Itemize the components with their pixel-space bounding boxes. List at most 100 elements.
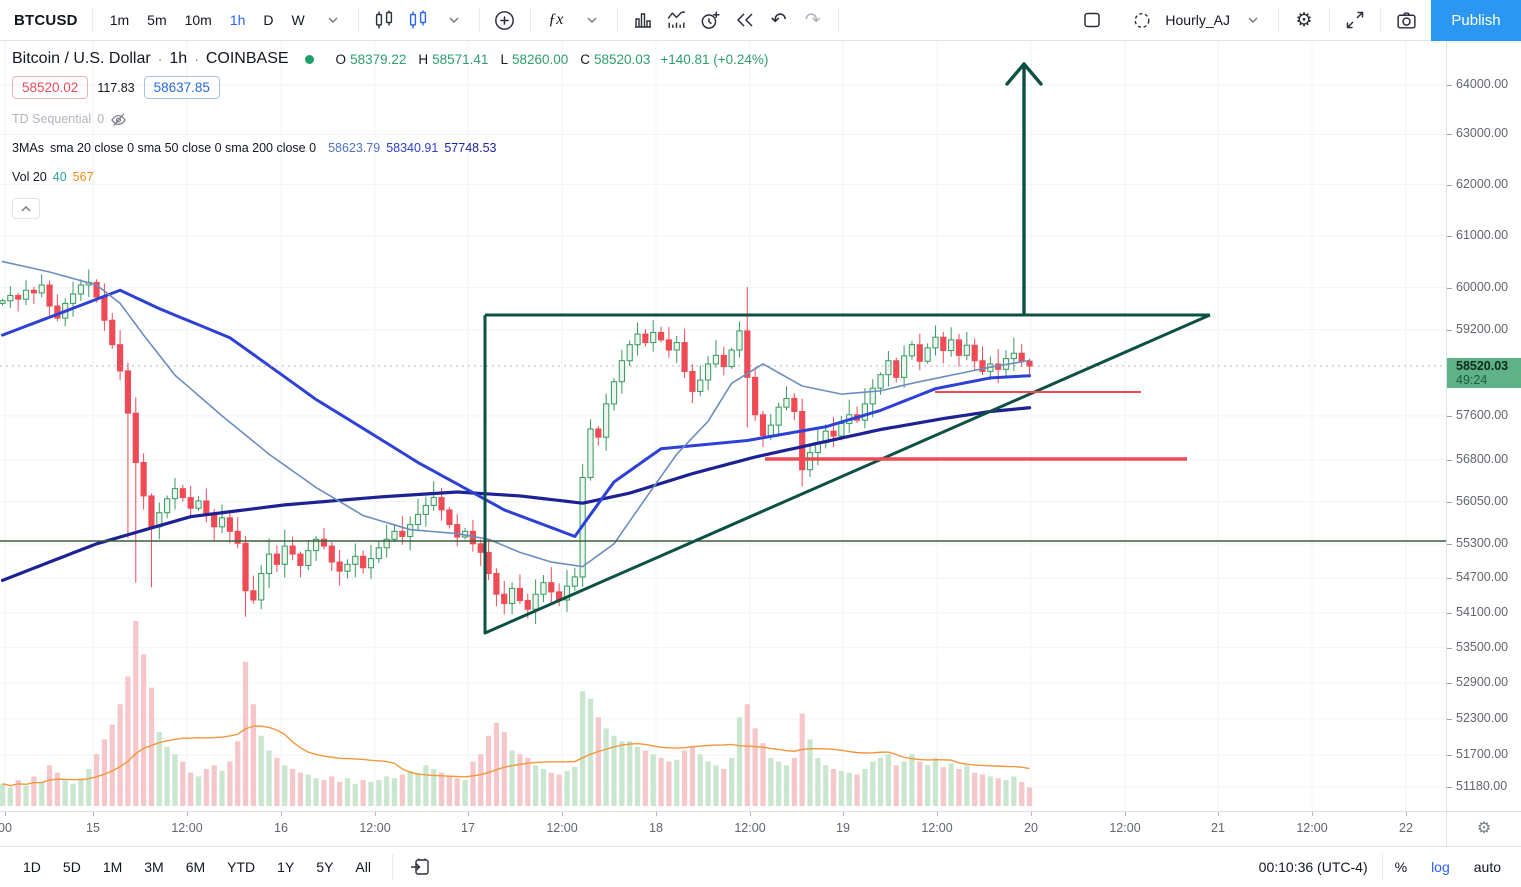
- price-axis-label: 64000.00: [1446, 76, 1509, 91]
- change-value: +140.81 (+0.24%): [660, 51, 769, 67]
- time-axis-tick: [281, 812, 282, 816]
- time-axis-label: 21: [1211, 821, 1225, 835]
- axis-gear-icon[interactable]: ⚙: [1476, 820, 1492, 837]
- template-dropdown-chevron-icon[interactable]: [1236, 3, 1270, 37]
- time-axis-tick: [1125, 812, 1126, 816]
- alert-clock-icon[interactable]: [694, 3, 728, 37]
- redo-icon[interactable]: ↷: [804, 9, 821, 31]
- undo-icon[interactable]: ↶: [770, 9, 787, 31]
- volume-series: [0, 621, 1033, 806]
- range-3m[interactable]: 3M: [144, 859, 164, 875]
- session-clock[interactable]: 00:10:36 (UTC-4): [1258, 859, 1368, 875]
- toolbar-separator: [91, 7, 93, 33]
- ask-price-button[interactable]: 58637.85: [143, 76, 220, 99]
- last-price-label: 58520.03 49:24: [1447, 358, 1521, 389]
- range-1m[interactable]: 1M: [102, 859, 123, 875]
- indicator-volume: Vol 20 40 567: [12, 170, 94, 184]
- indicator-3mas: 3MAs sma 20 close 0 sma 50 close 0 sma 2…: [12, 141, 497, 155]
- range-6m[interactable]: 6M: [185, 859, 206, 875]
- time-axis[interactable]: 00 15 12:00 16 12:00 17 12:00 18 12:00 19 12:00 20 1…: [0, 811, 1446, 846]
- price-axis-label: 60000.00: [1446, 279, 1509, 294]
- symbol-button[interactable]: BTCUSD: [14, 11, 78, 29]
- toolbar-separator: [478, 7, 480, 33]
- legend-interval: 1h: [169, 50, 188, 67]
- time-axis-label: 12:00: [546, 821, 578, 835]
- hidden-eye-icon[interactable]: [110, 112, 127, 127]
- ohlc-values: O 58379.22 H 58571.41 L 58260.00 C 58520.03 …: [335, 51, 769, 67]
- time-axis-label: 17: [461, 821, 475, 835]
- triangle-drawing[interactable]: [483, 313, 1211, 635]
- compare-bars-icon[interactable]: [626, 3, 660, 37]
- time-axis-tick: [1031, 812, 1032, 816]
- time-axis-tick: [1218, 812, 1219, 816]
- volume-value: 40: [52, 170, 67, 184]
- range-1y[interactable]: 1Y: [277, 859, 295, 875]
- toolbar-separator: [1381, 854, 1383, 880]
- time-axis-label: 12:00: [359, 821, 391, 835]
- interval-1d[interactable]: D: [263, 12, 274, 28]
- price-axis-label: 52300.00: [1446, 710, 1509, 725]
- fullscreen-icon[interactable]: [1338, 3, 1372, 37]
- price-chart-svg[interactable]: [0, 41, 1446, 811]
- percent-scale-toggle[interactable]: %: [1394, 859, 1408, 875]
- interval-10m[interactable]: 10m: [184, 12, 212, 28]
- cloud-template-icon[interactable]: [1125, 3, 1159, 37]
- bid-price-button[interactable]: 58520.02: [12, 76, 89, 99]
- time-axis-tick: [937, 812, 938, 816]
- interval-1h[interactable]: 1h: [229, 12, 246, 28]
- add-symbol-icon[interactable]: [488, 3, 522, 37]
- log-scale-toggle[interactable]: log: [1431, 859, 1450, 875]
- range-ytd[interactable]: YTD: [227, 859, 256, 875]
- time-axis-tick: [187, 812, 188, 816]
- interval-1w[interactable]: W: [291, 12, 305, 28]
- indicator-template-icon[interactable]: [660, 3, 694, 37]
- sma20-value: 58623.79: [328, 141, 381, 155]
- volume-ma-line: [2, 725, 1030, 787]
- toolbar-separator: [1380, 7, 1381, 33]
- sma200-line: [0, 406, 1032, 582]
- template-group: Hourly_AJ: [1117, 0, 1278, 40]
- symbol-title: Bitcoin / U.S. Dollar: [12, 50, 151, 67]
- interval-5m[interactable]: 5m: [147, 12, 167, 28]
- interval-1m[interactable]: 1m: [109, 12, 130, 28]
- time-axis-tick: [1312, 812, 1313, 816]
- style-dropdown-chevron-icon[interactable]: [437, 3, 471, 37]
- price-axis[interactable]: 64000.00 63000.00 62000.00 61000.00 60000.00…: [1446, 41, 1521, 811]
- settings-gear-icon[interactable]: ⚙: [1295, 9, 1313, 31]
- collapse-legend-button[interactable]: [12, 198, 40, 219]
- price-axis-label: 56800.00: [1446, 451, 1509, 466]
- bar-replay-icon[interactable]: [728, 3, 762, 37]
- range-all[interactable]: All: [355, 859, 371, 875]
- candle-style-active-icon[interactable]: [401, 3, 435, 37]
- time-axis-label: 19: [836, 821, 850, 835]
- price-axis-label: 62000.00: [1446, 176, 1509, 191]
- range-5y[interactable]: 5Y: [316, 859, 334, 875]
- price-axis-label: 52900.00: [1446, 675, 1509, 690]
- market-status-dot-icon[interactable]: [304, 54, 314, 64]
- go-to-date-icon[interactable]: [403, 850, 437, 884]
- publish-button[interactable]: Publish: [1431, 0, 1521, 41]
- layout-grid-icon[interactable]: [1075, 3, 1109, 37]
- axis-settings-corner[interactable]: ⚙: [1446, 811, 1521, 846]
- candle-style-icon[interactable]: [367, 3, 401, 37]
- price-axis-label: 57600.00: [1446, 407, 1509, 422]
- interval-group: 1m 5m 10m 1h D W: [93, 0, 358, 40]
- price-axis-label: 63000.00: [1446, 126, 1509, 141]
- range-1d[interactable]: 1D: [23, 859, 41, 875]
- template-name[interactable]: Hourly_AJ: [1165, 12, 1230, 28]
- interval-dropdown-chevron-icon[interactable]: [316, 3, 350, 37]
- time-axis-tick: [750, 812, 751, 816]
- up-arrow-drawing[interactable]: [1005, 62, 1043, 315]
- auto-scale-toggle[interactable]: auto: [1473, 859, 1501, 875]
- indicators-fx-icon[interactable]: ƒx: [548, 11, 564, 28]
- camera-snapshot-icon[interactable]: [1389, 3, 1423, 37]
- range-5d[interactable]: 5D: [62, 859, 81, 875]
- time-axis-tick: [468, 812, 469, 816]
- bottom-toolbar: 1D 5D 1M 3M 6M YTD 1Y 5Y All 00:10:36 (U…: [0, 846, 1521, 887]
- sma50-line: [1, 288, 1032, 538]
- indicators-dropdown-chevron-icon[interactable]: [575, 3, 609, 37]
